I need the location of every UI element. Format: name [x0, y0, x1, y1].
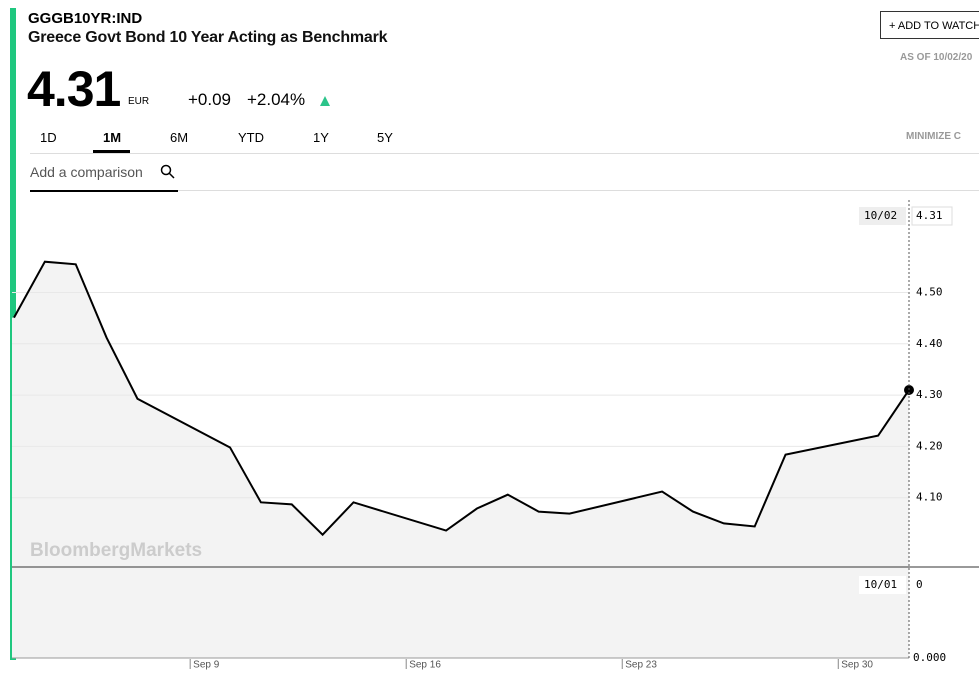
input-underline [30, 190, 178, 192]
y-tick-label: 4.30 [916, 388, 943, 401]
y-tick-label: 0.000 [913, 651, 946, 664]
volume-value: 0 [916, 578, 923, 591]
x-tick-label: Sep 9 [193, 660, 220, 671]
ticker: GGGB10YR:IND [28, 10, 143, 27]
date-tag-label: 10/02 [864, 209, 897, 222]
separator [30, 153, 979, 154]
security-name: Greece Govt Bond 10 Year Acting as Bench… [28, 29, 388, 46]
change-percent: +2.04% [247, 90, 306, 109]
watchlist-button[interactable]: + ADD TO WATCH [880, 11, 979, 39]
up-arrow [320, 96, 330, 106]
separator [178, 190, 979, 191]
date-tag [859, 207, 906, 225]
range-tab[interactable]: 1D [40, 130, 57, 145]
price-area [12, 261, 909, 567]
volume-panel [12, 567, 909, 658]
price: 4.31 [27, 61, 121, 117]
minimize-button[interactable]: MINIMIZE C [906, 131, 961, 142]
range-tab[interactable]: 6M [170, 130, 189, 145]
comparison-input[interactable]: Add a comparison [30, 164, 143, 180]
y-tick-label: 4.20 [916, 439, 943, 452]
tab-underline [93, 150, 130, 153]
value-tag-label: 4.31 [916, 209, 943, 222]
y-tick-label: 4.40 [916, 337, 943, 350]
x-tick-label: Sep 16 [409, 660, 441, 671]
currency: EUR [128, 96, 150, 107]
search-icon[interactable] [160, 164, 176, 180]
x-tick-label: Sep 30 [841, 660, 873, 671]
change: +0.09 [188, 90, 232, 109]
watermark: BloombergMarkets [30, 540, 202, 561]
range-tab[interactable]: 1M [103, 130, 122, 145]
range-tab[interactable]: 1Y [313, 130, 329, 145]
value-tag [911, 206, 953, 226]
price-line [13, 260, 910, 537]
y-tick-label: 4.50 [916, 285, 943, 298]
date-tag-label: 10/01 [864, 578, 897, 591]
y-tick-label: 4.10 [916, 491, 943, 504]
x-tick-label: Sep 23 [625, 660, 657, 671]
date-tag [859, 576, 906, 594]
as-of: AS OF 10/02/20 [900, 52, 973, 63]
range-tab[interactable]: 5Y [377, 130, 393, 145]
range-tab[interactable]: YTD [238, 130, 264, 145]
